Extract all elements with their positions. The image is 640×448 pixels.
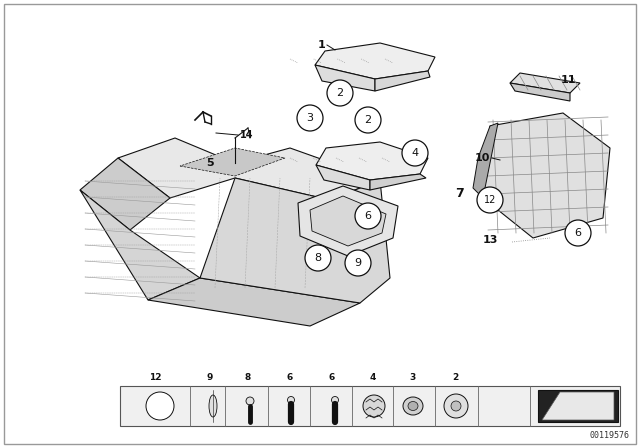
Text: 1: 1 — [317, 40, 325, 50]
Circle shape — [297, 105, 323, 131]
Text: 6: 6 — [365, 211, 371, 221]
Text: 9: 9 — [207, 373, 213, 382]
Text: 13: 13 — [483, 235, 498, 245]
Polygon shape — [370, 174, 426, 190]
Text: 2: 2 — [364, 115, 372, 125]
Circle shape — [451, 401, 461, 411]
Circle shape — [355, 107, 381, 133]
Text: 10: 10 — [475, 153, 490, 163]
Polygon shape — [118, 138, 380, 200]
Text: 4: 4 — [370, 373, 376, 382]
Text: 5: 5 — [206, 158, 214, 168]
Ellipse shape — [332, 396, 339, 404]
Bar — [120, 386, 620, 426]
Text: 14: 14 — [240, 130, 253, 140]
Circle shape — [305, 245, 331, 271]
Ellipse shape — [408, 401, 418, 410]
Text: 9: 9 — [355, 258, 362, 268]
Polygon shape — [80, 158, 170, 230]
Text: 8: 8 — [314, 253, 321, 263]
Circle shape — [327, 80, 353, 106]
Text: 8: 8 — [245, 373, 251, 382]
Text: 00119576: 00119576 — [590, 431, 630, 440]
Circle shape — [345, 250, 371, 276]
Text: 4: 4 — [412, 148, 419, 158]
Polygon shape — [298, 186, 398, 256]
Text: 12: 12 — [484, 195, 496, 205]
Circle shape — [363, 395, 385, 417]
Text: 3: 3 — [307, 113, 314, 123]
Polygon shape — [200, 178, 390, 303]
Circle shape — [355, 203, 381, 229]
Polygon shape — [310, 196, 386, 246]
Text: 3: 3 — [410, 373, 416, 382]
Circle shape — [444, 394, 468, 418]
Polygon shape — [316, 142, 428, 180]
Circle shape — [565, 220, 591, 246]
Polygon shape — [180, 148, 285, 176]
Ellipse shape — [287, 396, 294, 404]
Text: 6: 6 — [329, 373, 335, 382]
Circle shape — [477, 187, 503, 213]
Polygon shape — [315, 65, 375, 91]
Text: 2: 2 — [337, 88, 344, 98]
Polygon shape — [473, 123, 498, 198]
Ellipse shape — [209, 395, 217, 417]
Text: 2: 2 — [452, 373, 458, 382]
Polygon shape — [483, 113, 610, 238]
Polygon shape — [375, 71, 430, 91]
Polygon shape — [148, 278, 360, 326]
Polygon shape — [510, 83, 570, 101]
Polygon shape — [542, 392, 614, 420]
Polygon shape — [316, 165, 370, 190]
Polygon shape — [80, 190, 200, 300]
Polygon shape — [538, 390, 618, 422]
Circle shape — [402, 140, 428, 166]
Text: 12: 12 — [148, 373, 161, 382]
Text: 11: 11 — [560, 75, 576, 85]
Polygon shape — [510, 73, 580, 93]
Ellipse shape — [246, 397, 254, 405]
Text: 7: 7 — [456, 186, 465, 199]
Text: 6: 6 — [575, 228, 582, 238]
Polygon shape — [315, 43, 435, 79]
Text: 6: 6 — [287, 373, 293, 382]
Ellipse shape — [146, 392, 174, 420]
Ellipse shape — [403, 397, 423, 415]
